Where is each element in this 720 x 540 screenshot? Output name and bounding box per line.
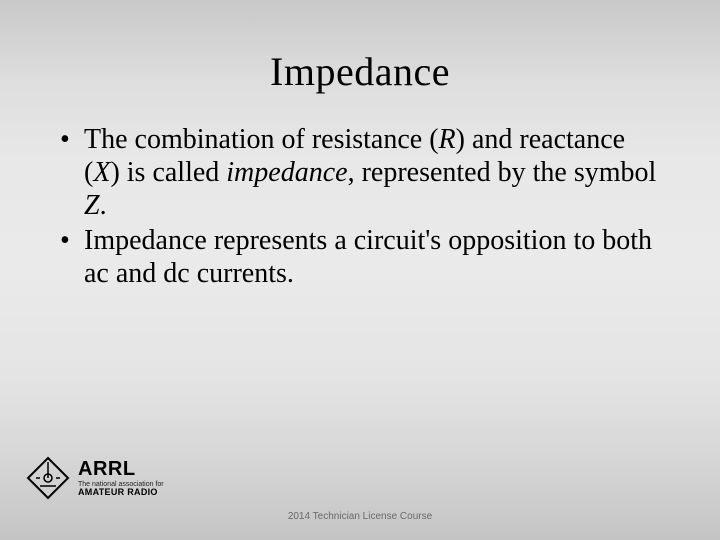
bullet-item-1: The combination of resistance (R) and re… (54, 123, 666, 222)
slide-title: Impedance (54, 48, 666, 95)
bullet1-R: R (439, 124, 456, 155)
bullet1-impedance: impedance (226, 157, 347, 188)
bullet1-X: X (93, 157, 110, 188)
logo-text-block: ARRL The national association for AMATEU… (78, 459, 164, 497)
bullet1-mid3: , represented by the symbol (348, 157, 657, 188)
bullet2-text: Impedance represents a circuit's opposit… (84, 225, 652, 289)
bullet1-mid2: ) is called (110, 157, 226, 188)
bullet1-post: . (100, 190, 107, 221)
arrl-diamond-icon (26, 456, 70, 500)
slide-container: Impedance The combination of resistance … (0, 0, 720, 540)
bullet1-pre: The combination of resistance ( (84, 124, 439, 155)
footer-logo: ARRL The national association for AMATEU… (26, 456, 164, 500)
bullet-list: The combination of resistance (R) and re… (54, 123, 666, 290)
bullet-item-2: Impedance represents a circuit's opposit… (54, 224, 666, 290)
arrl-wordmark: ARRL (78, 459, 164, 479)
bullet1-Z: Z (84, 190, 100, 221)
logo-tagline-large: AMATEUR RADIO (78, 488, 164, 497)
footer-center-text: 2014 Technician License Course (0, 511, 720, 522)
